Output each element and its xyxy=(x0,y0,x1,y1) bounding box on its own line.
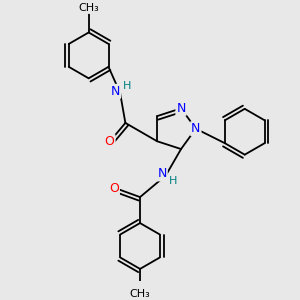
Text: N: N xyxy=(111,85,120,98)
Text: N: N xyxy=(158,167,167,181)
Text: H: H xyxy=(123,81,131,91)
Text: O: O xyxy=(105,135,115,148)
Text: N: N xyxy=(191,122,200,135)
Text: N: N xyxy=(176,102,186,115)
Text: CH₃: CH₃ xyxy=(78,3,99,13)
Text: O: O xyxy=(109,182,119,195)
Text: H: H xyxy=(169,176,178,186)
Text: CH₃: CH₃ xyxy=(130,289,150,299)
